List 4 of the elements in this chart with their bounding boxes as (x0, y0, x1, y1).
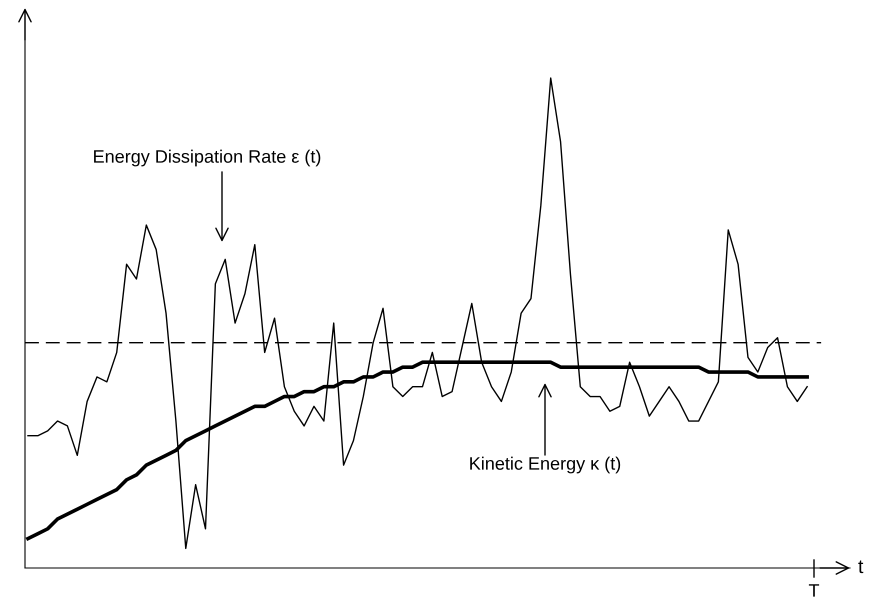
text: T (808, 584, 820, 597)
x-axis-title: t (858, 560, 864, 574)
annotation: Kinetic Energy κ (t) (470, 456, 620, 474)
annotation: Energy Dissipation Rate ε (t) (94, 150, 320, 166)
